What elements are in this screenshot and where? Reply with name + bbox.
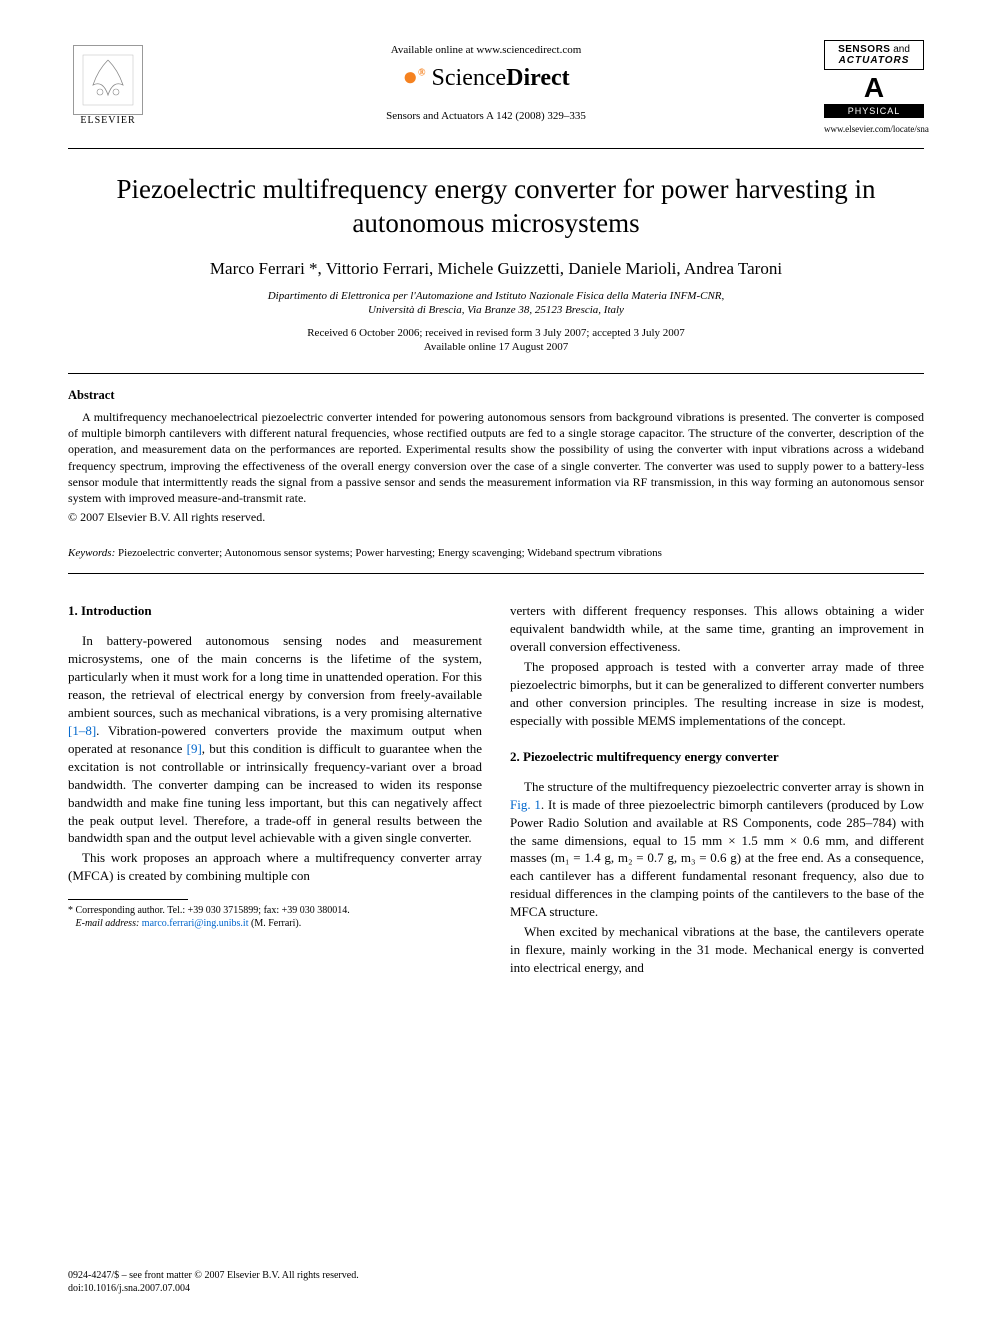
section2-heading: 2. Piezoelectric multifrequency energy c… — [510, 748, 924, 766]
ref-link-1[interactable]: [1–8] — [68, 723, 96, 738]
abstract-copyright: © 2007 Elsevier B.V. All rights reserved… — [68, 510, 924, 525]
jrnl-sensors: SENSORS — [838, 44, 890, 55]
section1-heading: 1. Introduction — [68, 602, 482, 620]
publisher-name: ELSEVIER — [80, 115, 135, 126]
available-date: Available online 17 August 2007 — [98, 341, 894, 353]
page-footer: 0924-4247/$ – see front matter © 2007 El… — [68, 1269, 924, 1295]
jrnl-physical: PHYSICAL — [824, 104, 924, 118]
authors: Marco Ferrari *, Vittorio Ferrari, Miche… — [98, 259, 894, 279]
sciencedirect-logo: ●® ScienceDirect — [148, 62, 824, 92]
sd-text-science: Science — [432, 65, 507, 91]
right-column: verters with different frequency respons… — [510, 602, 924, 979]
affiliation-line1: Dipartimento di Elettronica per l'Automa… — [98, 289, 894, 303]
section1-para3: The proposed approach is tested with a c… — [510, 658, 924, 730]
journal-box-top: SENSORS and ACTUATORS — [824, 40, 924, 70]
sd-text-direct: Direct — [506, 65, 570, 91]
footer-frontmatter: 0924-4247/$ – see front matter © 2007 El… — [68, 1269, 924, 1282]
rule-after-keywords — [68, 573, 924, 574]
sd-dot-icon: ●® — [402, 62, 425, 91]
center-header: Available online at www.sciencedirect.co… — [148, 40, 824, 122]
left-column: 1. Introduction In battery-powered auton… — [68, 602, 482, 979]
section1-para2: This work proposes an approach where a m… — [68, 849, 482, 885]
ref-link-2[interactable]: [9] — [187, 741, 202, 756]
jrnl-actuators: ACTUATORS — [839, 55, 910, 66]
section1-para2-cont: verters with different frequency respons… — [510, 602, 924, 656]
footnote-corr: Corresponding author. Tel.: +39 030 3715… — [73, 905, 350, 916]
article-dates: Received 6 October 2006; received in rev… — [98, 327, 894, 339]
fig-ref-1[interactable]: Fig. 1 — [510, 797, 541, 812]
abstract-block: Abstract A multifrequency mechanoelectri… — [68, 374, 924, 537]
s2p1a: The structure of the multifrequency piez… — [524, 779, 924, 794]
affiliation-line2: Università di Brescia, Via Branze 38, 25… — [98, 303, 894, 317]
available-online-text: Available online at www.sciencedirect.co… — [148, 44, 824, 56]
keywords-block: Keywords: Piezoelectric converter; Auton… — [68, 537, 924, 573]
journal-badge: SENSORS and ACTUATORS A PHYSICAL www.els… — [824, 40, 924, 134]
journal-citation: Sensors and Actuators A 142 (2008) 329–3… — [148, 110, 824, 122]
page-header: ELSEVIER Available online at www.science… — [68, 40, 924, 134]
elsevier-logo: ELSEVIER — [68, 40, 148, 130]
corresponding-author-footnote: * Corresponding author. Tel.: +39 030 37… — [68, 904, 482, 930]
journal-url: www.elsevier.com/locate/sna — [824, 124, 924, 134]
title-block: Piezoelectric multifrequency energy conv… — [68, 149, 924, 373]
section1-para1: In battery-powered autonomous sensing no… — [68, 632, 482, 847]
footer-doi: doi:10.1016/j.sna.2007.07.004 — [68, 1282, 924, 1295]
email-label: E-mail address: — [76, 918, 140, 929]
s1p1c: , but this condition is difficult to gua… — [68, 741, 482, 846]
s1p1a: In battery-powered autonomous sensing no… — [68, 633, 482, 720]
jrnl-and: and — [893, 44, 910, 55]
article-title: Piezoelectric multifrequency energy conv… — [98, 173, 894, 241]
keywords-text: Piezoelectric converter; Autonomous sens… — [118, 547, 662, 559]
keywords-label: Keywords: — [68, 547, 115, 559]
section2-para2: When excited by mechanical vibrations at… — [510, 923, 924, 977]
author-email-link[interactable]: marco.ferrari@ing.unibs.it — [142, 918, 249, 929]
abstract-text: A multifrequency mechanoelectrical piezo… — [68, 409, 924, 506]
footnote-separator — [68, 899, 188, 900]
body-columns: 1. Introduction In battery-powered auton… — [68, 602, 924, 979]
abstract-heading: Abstract — [68, 388, 924, 403]
jrnl-letter: A — [824, 72, 924, 104]
s2p1b: . It is made of three piezoelectric bimo… — [510, 797, 924, 920]
section2-para1: The structure of the multifrequency piez… — [510, 778, 924, 922]
elsevier-tree-icon — [73, 45, 143, 115]
email-person: (M. Ferrari). — [248, 918, 301, 929]
